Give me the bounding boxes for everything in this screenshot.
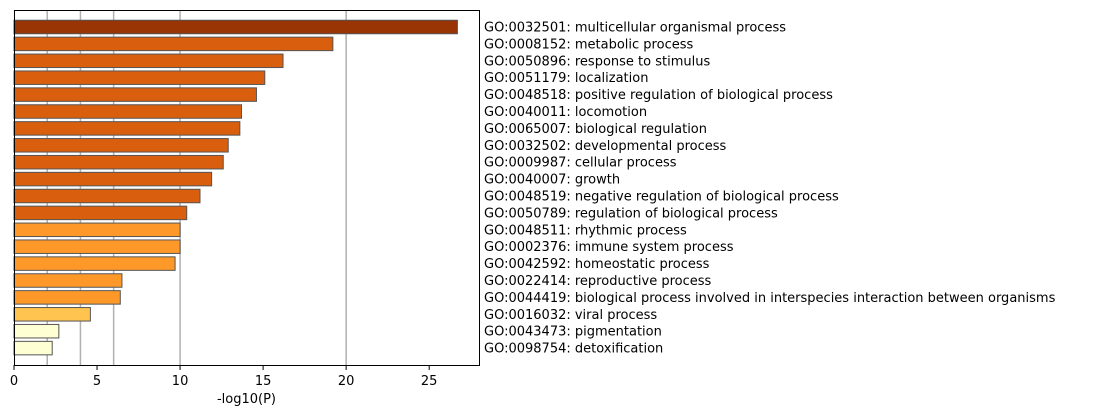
category-label: GO:0040011: locomotion [484, 105, 647, 120]
bar [13, 121, 241, 136]
bar [13, 138, 229, 153]
category-label: GO:0043473: pigmentation [484, 325, 662, 340]
x-tick-label: 15 [255, 374, 272, 389]
bar [13, 256, 176, 271]
category-label: GO:0008152: metabolic process [484, 37, 693, 52]
category-label: GO:0050789: regulation of biological pro… [484, 206, 778, 221]
x-axis-label: -log10(P) [217, 392, 276, 407]
bar [13, 239, 181, 254]
bar [13, 307, 91, 322]
category-label: GO:0016032: viral process [484, 308, 657, 323]
category-label: GO:0050896: response to stimulus [484, 54, 710, 69]
x-tick-label: 5 [93, 374, 101, 389]
category-label: GO:0048511: rhythmic process [484, 223, 687, 238]
category-label: GO:0032501: multicellular organismal pro… [484, 21, 786, 36]
bar [13, 53, 284, 69]
category-label: GO:0042592: homeostatic process [484, 257, 710, 272]
category-label: GO:0048518: positive regulation of biolo… [484, 88, 833, 103]
category-label: GO:0065007: biological regulation [484, 122, 707, 137]
bar [13, 323, 60, 339]
category-label: GO:0044419: biological process involved … [484, 291, 1056, 306]
bars [13, 19, 458, 356]
x-tick-label: 20 [338, 374, 355, 389]
bar [13, 171, 213, 187]
bar [13, 104, 243, 119]
category-label: GO:0040007: growth [484, 173, 620, 188]
bar [13, 290, 121, 305]
category-label: GO:0002376: immune system process [484, 240, 734, 255]
bar [13, 154, 224, 170]
x-tick-label: 0 [10, 374, 18, 389]
reference-lines [46, 10, 347, 365]
category-labels: GO:0032501: multicellular organismal pro… [484, 21, 1056, 357]
bar [13, 205, 188, 221]
bar [13, 70, 266, 85]
category-label: GO:0098754: detoxification [484, 342, 663, 357]
bar [13, 87, 257, 102]
bar [13, 19, 458, 35]
x-tick-label: 25 [421, 374, 438, 389]
category-label: GO:0051179: localization [484, 71, 648, 86]
x-tick-label: 10 [172, 374, 189, 389]
category-label: GO:0032502: developmental process [484, 139, 727, 154]
bar [13, 222, 181, 238]
bar [13, 36, 334, 52]
category-label: GO:0048519: negative regulation of biolo… [484, 190, 839, 205]
bar [13, 273, 123, 288]
category-label: GO:0022414: reproductive process [484, 274, 712, 289]
x-axis-ticks: 0 5 10 15 20 25 [10, 365, 438, 389]
plot-frame [14, 10, 480, 366]
category-label: GO:0009987: cellular process [484, 156, 677, 171]
bar [13, 340, 53, 356]
bar [13, 188, 201, 204]
